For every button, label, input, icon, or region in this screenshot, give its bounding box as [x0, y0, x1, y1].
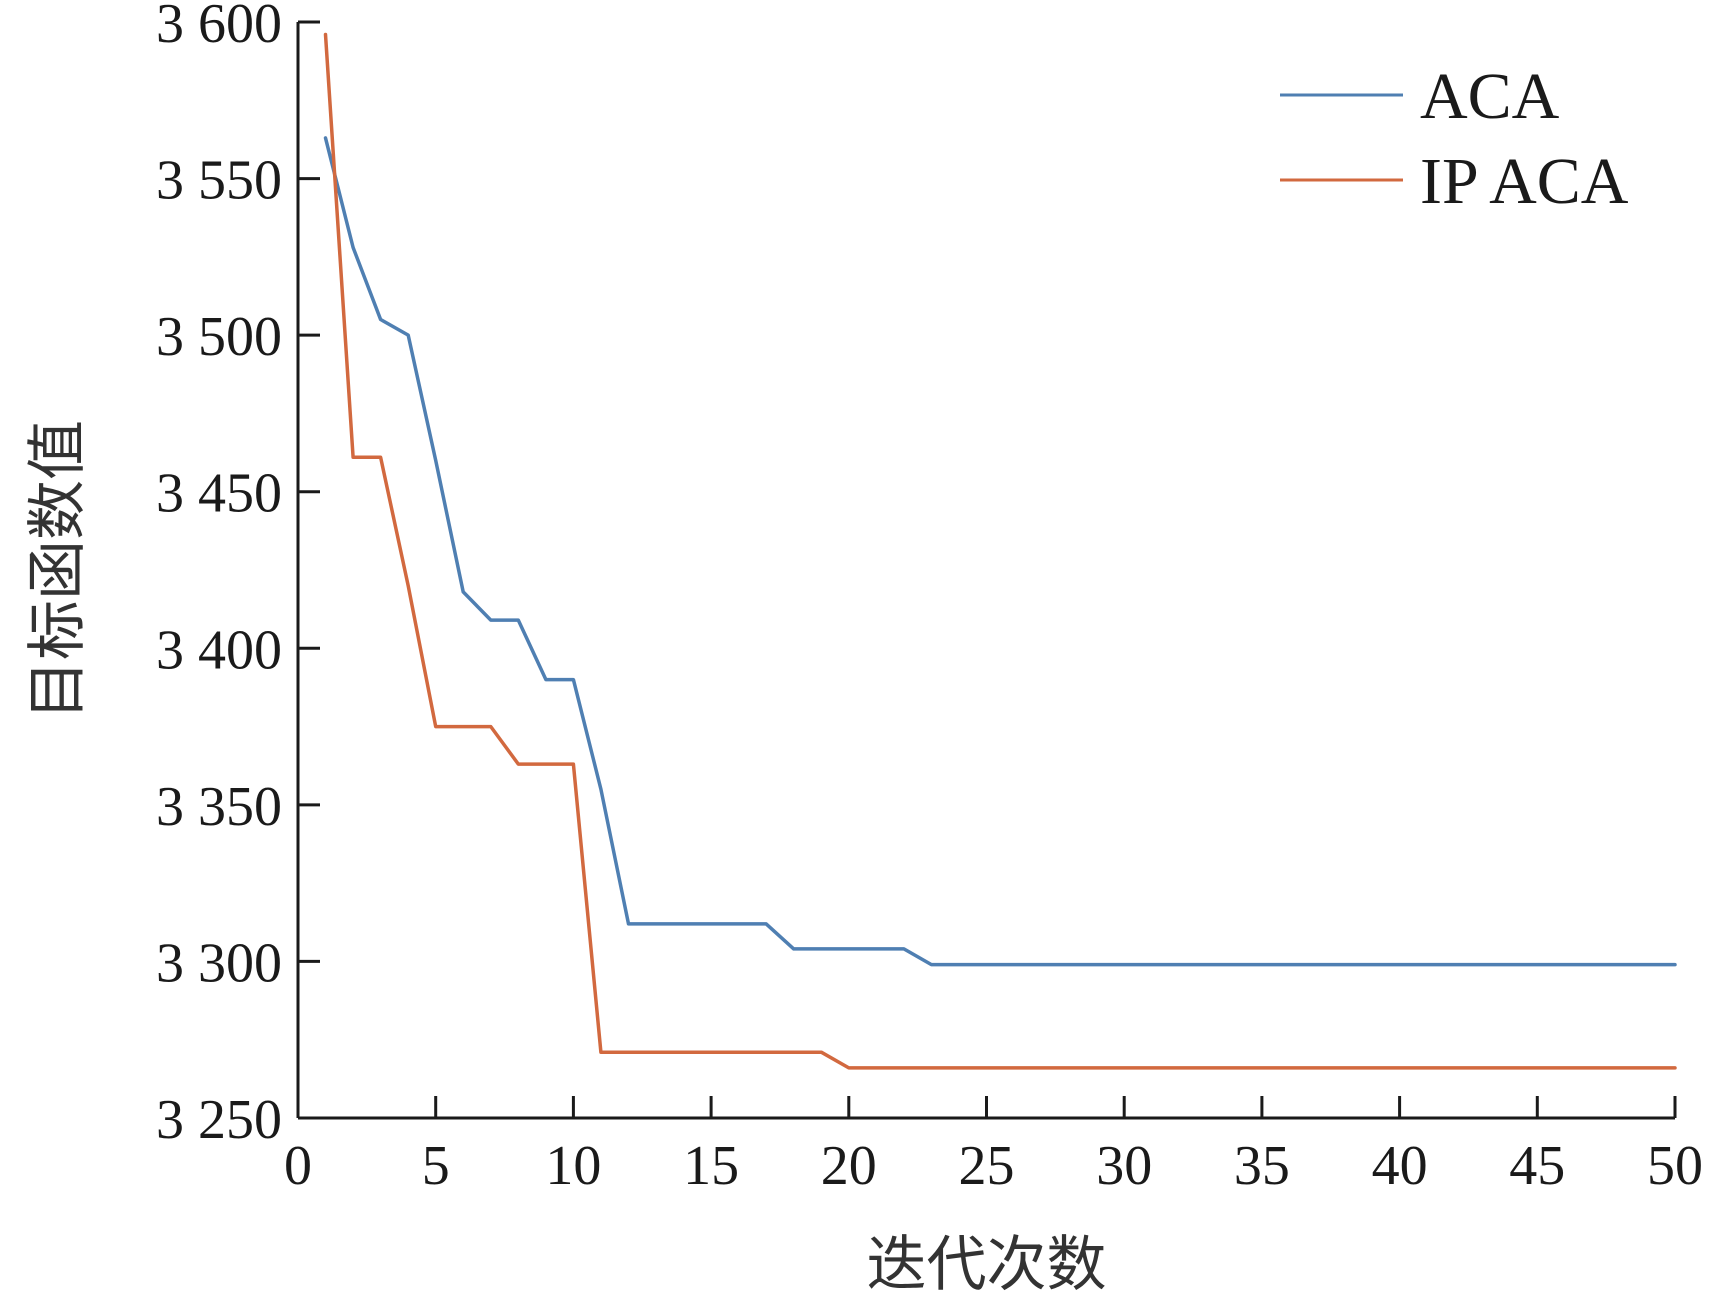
series-line-ip-aca: [323, 32, 1677, 1070]
series-layer: [323, 32, 1677, 1070]
x-axis-title: 迭代次数: [867, 1230, 1107, 1300]
x-tick-label: 10: [545, 1135, 601, 1197]
legend-label: ACA: [1420, 60, 1560, 133]
x-tick-label: 20: [821, 1135, 877, 1197]
y-tick-label: 3 400: [156, 619, 282, 681]
y-tick-label: 3 350: [156, 776, 282, 838]
y-tick-label: 3 600: [156, 0, 282, 55]
y-tick-label: 3 550: [156, 150, 282, 212]
y-tick-label: 3 500: [156, 306, 282, 368]
x-tick-label: 0: [284, 1135, 312, 1197]
legend: ACA IP ACA: [1280, 60, 1629, 218]
x-tick-label: 50: [1647, 1135, 1703, 1197]
series-line-aca: [323, 136, 1677, 967]
x-tick-label: 35: [1234, 1135, 1290, 1197]
legend-label: IP ACA: [1420, 145, 1629, 218]
x-tick-label: 15: [683, 1135, 739, 1197]
x-tick-label: 40: [1372, 1135, 1428, 1197]
y-ticks: 3 250 3 300 3 350 3 400 3 450 3 500 3 550 3 600: [156, 0, 320, 1151]
y-tick-label: 3 450: [156, 463, 282, 525]
y-axis-title: 目标函数值: [23, 420, 93, 720]
y-tick-label: 3 300: [156, 932, 282, 994]
x-ticks: 0 5 10 15 20 25 30 35 40 45 50: [284, 1096, 1703, 1197]
x-tick-label: 30: [1096, 1135, 1152, 1197]
y-tick-label: 3 250: [156, 1089, 282, 1151]
x-tick-label: 25: [959, 1135, 1015, 1197]
x-tick-label: 5: [422, 1135, 450, 1197]
x-tick-label: 45: [1509, 1135, 1565, 1197]
